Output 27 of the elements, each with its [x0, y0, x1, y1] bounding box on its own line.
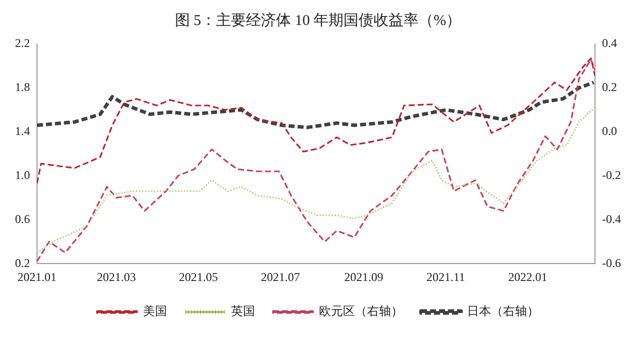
chart-title: 图 5：主要经济体 10 年期国债收益率（%） — [174, 12, 462, 29]
legend-label: 欧元区（右轴） — [319, 304, 403, 318]
x-tick-label: 2021.05 — [178, 270, 218, 284]
y-tick-label: 1.0 — [15, 168, 30, 182]
line-series — [37, 80, 596, 130]
line-series — [37, 57, 596, 184]
x-tick-label: 2022.01 — [508, 270, 548, 284]
y2-tick-label: -0.6 — [602, 256, 622, 270]
x-tick-label: 2021.03 — [96, 270, 136, 284]
x-tick-label: 2021.01 — [18, 270, 56, 284]
y2-tick-label: 0.4 — [602, 36, 618, 50]
y2-tick-label: -0.4 — [602, 212, 622, 226]
x-tick-label: 2021.11 — [426, 270, 466, 284]
legend-label: 英国 — [231, 304, 255, 318]
legend-label: 日本（右轴） — [467, 304, 539, 318]
y-tick-label: 0.2 — [15, 256, 30, 270]
y2-tick-label: 0.2 — [602, 80, 618, 94]
y-tick-label: 1.8 — [15, 80, 30, 94]
y-tick-label: 1.4 — [15, 124, 30, 138]
y2-tick-label: 0.0 — [602, 124, 618, 138]
line-series — [37, 106, 596, 254]
y-tick-label: 2.2 — [15, 36, 30, 50]
y-tick-label: 0.6 — [15, 212, 30, 226]
x-tick-label: 2021.07 — [260, 270, 300, 284]
y2-tick-label: -0.2 — [602, 168, 622, 182]
x-tick-label: 2021.09 — [344, 270, 384, 284]
legend-label: 美国 — [143, 304, 167, 318]
